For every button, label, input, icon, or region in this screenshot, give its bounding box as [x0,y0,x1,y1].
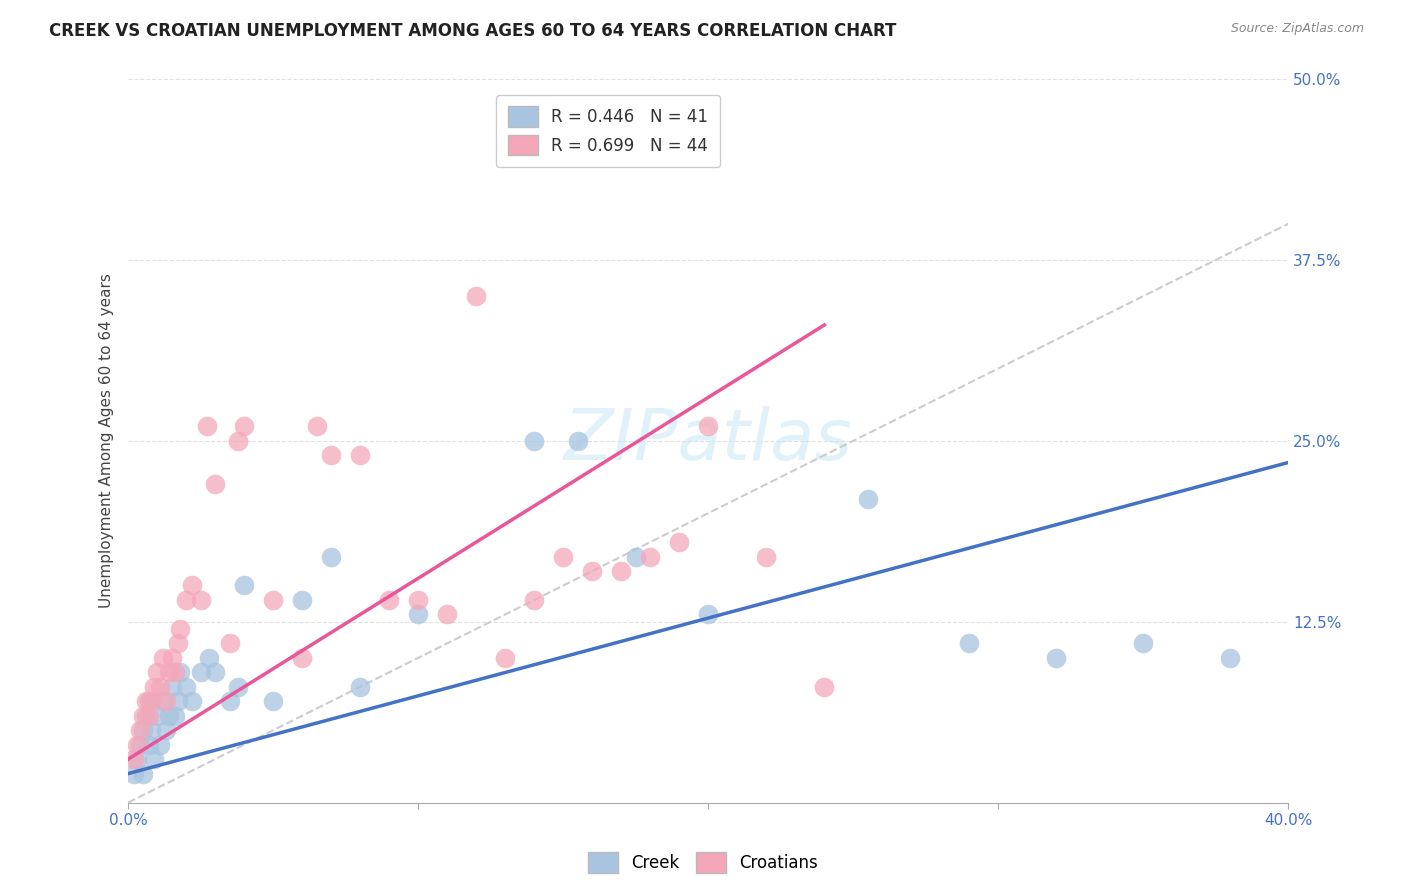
Point [152,650,174,665]
Point [640,549,662,564]
Point [624,549,647,564]
Text: Source: ZipAtlas.com: Source: ZipAtlas.com [1230,22,1364,36]
Point [321,448,343,462]
Point [198,650,221,665]
Point [146,665,169,680]
Point [181,578,204,592]
Point [149,738,172,752]
Point [349,680,371,694]
Point [166,636,188,650]
Point [160,650,183,665]
Point [218,694,240,708]
Point [152,694,174,708]
Point [157,708,180,723]
Point [155,694,177,708]
Point [408,607,430,622]
Point [262,593,284,607]
Legend: R = 0.446   N = 41, R = 0.699   N = 44: R = 0.446 N = 41, R = 0.699 N = 44 [496,95,720,167]
Point [138,708,160,723]
Point [128,738,150,752]
Point [138,738,160,752]
Point [957,636,980,650]
Point [181,694,204,708]
Point [436,607,458,622]
Point [135,708,157,723]
Point [163,665,186,680]
Text: ZIPatlas: ZIPatlas [564,406,853,475]
Point [169,622,191,636]
Point [465,289,488,303]
Point [166,694,188,708]
Point [146,708,169,723]
Point [169,665,191,680]
Point [149,680,172,694]
Point [228,680,250,694]
Point [349,448,371,462]
Point [291,650,314,665]
Point [856,491,879,506]
Point [122,766,145,780]
Point [697,607,720,622]
Point [204,477,226,491]
Point [581,564,603,578]
Point [125,752,148,766]
Point [132,766,155,780]
Point [813,680,835,694]
Point [125,738,148,752]
Point [553,549,575,564]
Point [174,593,197,607]
Point [1045,650,1067,665]
Point [378,593,401,607]
Point [143,680,166,694]
Point [228,434,250,448]
Point [157,665,180,680]
Point [174,680,197,694]
Point [321,549,343,564]
Point [262,694,284,708]
Point [755,549,778,564]
Point [190,593,212,607]
Point [204,665,226,680]
Point [141,723,163,738]
Point [233,419,256,434]
Point [122,752,145,766]
Point [190,665,212,680]
Point [697,419,720,434]
Text: CREEK VS CROATIAN UNEMPLOYMENT AMONG AGES 60 TO 64 YEARS CORRELATION CHART: CREEK VS CROATIAN UNEMPLOYMENT AMONG AGE… [49,22,897,40]
Point [135,694,157,708]
Point [523,434,546,448]
Point [1219,650,1241,665]
Point [523,593,546,607]
Point [163,708,186,723]
Point [291,593,314,607]
Point [494,650,516,665]
Legend: Creek, Croatians: Creek, Croatians [581,846,825,880]
Point [610,564,633,578]
Point [305,419,328,434]
Point [155,723,177,738]
Point [138,694,160,708]
Y-axis label: Unemployment Among Ages 60 to 64 years: Unemployment Among Ages 60 to 64 years [100,273,114,608]
Point [218,636,240,650]
Point [408,593,430,607]
Point [233,578,256,592]
Point [160,680,183,694]
Point [1132,636,1154,650]
Point [195,419,218,434]
Point [128,723,150,738]
Point [567,434,589,448]
Point [668,535,690,549]
Point [143,752,166,766]
Point [132,708,155,723]
Point [132,723,155,738]
Point [141,694,163,708]
